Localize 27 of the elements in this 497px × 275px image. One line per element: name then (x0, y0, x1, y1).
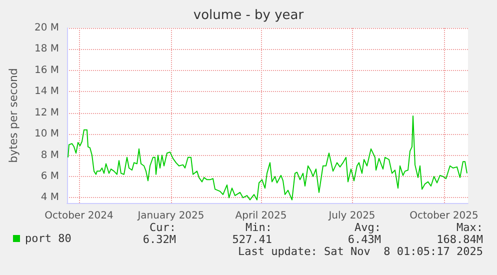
chart-title: volume - by year (193, 8, 304, 23)
x-tick-label: October 2025 (410, 210, 478, 222)
y-tick-label: 4 M (40, 192, 59, 204)
y-tick-label: 20 M (34, 22, 59, 34)
y-tick-label: 6 M (40, 170, 59, 182)
text: 168.84M (436, 233, 484, 246)
text: Min: (246, 221, 272, 234)
legend-label: port 80 (25, 232, 72, 245)
x-tick-label: April 2025 (235, 210, 287, 222)
x-tick-label: July 2025 (328, 210, 376, 222)
text: 6.43M (348, 233, 382, 246)
text: Max: (456, 221, 483, 234)
text: Last update: Sat Nov 8 01:05:17 2025 (238, 245, 483, 258)
y-tick-label: 18 M (34, 44, 59, 55)
line-series (68, 116, 468, 200)
y-tick-label: 10 M (34, 128, 59, 140)
x-tick-label: October 2024 (44, 210, 114, 222)
y-tick-label: 8 M (40, 150, 59, 161)
text: Avg: (354, 221, 381, 234)
y-tick-label: 12 M (34, 107, 59, 118)
text: Cur: (150, 221, 176, 234)
text: 527.41 (232, 233, 272, 246)
x-tick-label: January 2025 (136, 210, 204, 222)
y-tick-label: 16 M (34, 64, 59, 76)
text: 6.32M (142, 233, 176, 246)
y-axis-title: bytes per second (7, 68, 20, 163)
y-tick-label: 14 M (34, 86, 59, 98)
